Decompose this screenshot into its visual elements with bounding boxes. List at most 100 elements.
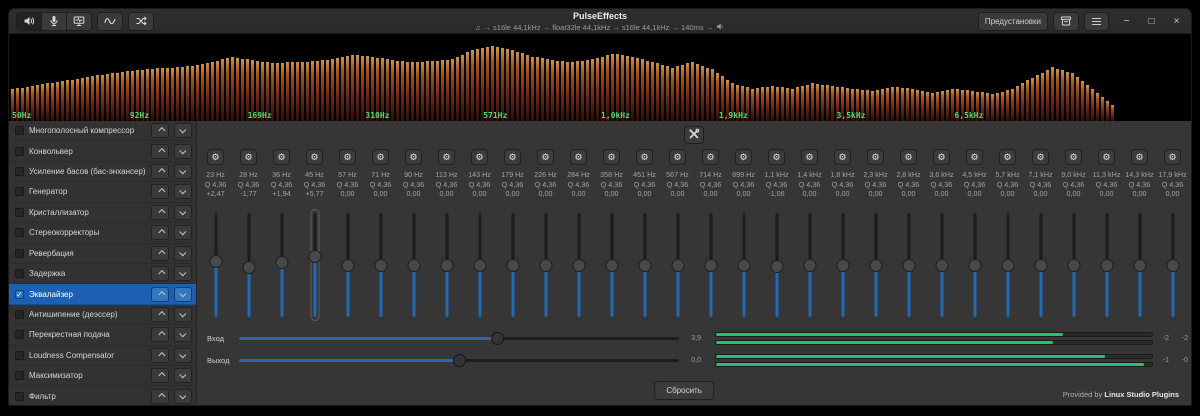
band-gain-slider[interactable] [430, 207, 463, 327]
slider-handle[interactable] [1001, 258, 1014, 272]
move-effect-up-button[interactable] [151, 286, 169, 302]
input-gain-slider[interactable] [239, 331, 679, 345]
effect-enable-checkbox[interactable] [15, 228, 24, 238]
band-gain-slider[interactable] [595, 207, 628, 327]
band-settings-button[interactable]: ⚙ [702, 149, 719, 165]
band-gain-slider[interactable] [727, 207, 760, 327]
band-settings-button[interactable]: ⚙ [570, 149, 587, 165]
output-gain-slider-handle[interactable] [452, 354, 466, 367]
slider-handle[interactable] [506, 258, 519, 272]
move-effect-up-button[interactable] [151, 266, 169, 282]
slider-handle[interactable] [935, 258, 948, 272]
band-settings-button[interactable]: ⚙ [537, 149, 554, 165]
slider-handle[interactable] [308, 250, 321, 264]
move-effect-up-button[interactable] [151, 245, 169, 261]
move-effect-up-button[interactable] [151, 184, 169, 200]
band-settings-button[interactable]: ⚙ [669, 149, 686, 165]
equalizer-settings-button[interactable] [684, 126, 704, 144]
band-gain-slider[interactable] [298, 207, 331, 327]
band-gain-slider[interactable] [1156, 207, 1189, 327]
band-gain-slider[interactable] [1024, 207, 1057, 327]
move-effect-up-button[interactable] [151, 327, 169, 343]
band-settings-button[interactable]: ⚙ [339, 149, 356, 165]
move-effect-down-button[interactable] [174, 266, 192, 282]
sidebar-item-bass-enhancer[interactable]: Усиление басов (бас-энхансер) [9, 162, 196, 183]
sidebar-item-maximizer[interactable]: Максимизатор [9, 366, 196, 387]
reset-button[interactable]: Сбросить [654, 381, 714, 400]
band-gain-slider[interactable] [826, 207, 859, 327]
minimize-button[interactable]: − [1123, 15, 1130, 27]
slider-handle[interactable] [737, 258, 750, 272]
move-effect-down-button[interactable] [174, 225, 192, 241]
slider-handle[interactable] [209, 254, 222, 268]
band-gain-slider[interactable] [1123, 207, 1156, 327]
effect-enable-checkbox[interactable] [15, 310, 24, 319]
sidebar-item-crystalizer[interactable]: Кристаллизатор [9, 203, 196, 224]
maximize-button[interactable]: □ [1148, 15, 1155, 27]
band-gain-slider[interactable] [529, 207, 562, 327]
band-gain-slider[interactable] [331, 207, 364, 327]
output-devices-button[interactable] [16, 11, 42, 31]
effect-enable-checkbox[interactable] [15, 391, 24, 401]
band-settings-button[interactable]: ⚙ [1032, 149, 1049, 165]
slider-handle[interactable] [407, 258, 420, 272]
band-gain-slider[interactable] [232, 207, 265, 327]
move-effect-down-button[interactable] [174, 368, 192, 384]
sidebar-item-crossfeed[interactable]: Перекрестная подача [9, 325, 196, 346]
close-button[interactable]: × [1173, 15, 1180, 27]
move-effect-down-button[interactable] [174, 286, 192, 302]
effect-enable-checkbox[interactable] [15, 187, 24, 197]
band-settings-button[interactable]: ⚙ [372, 149, 389, 165]
band-settings-button[interactable]: ⚙ [933, 149, 950, 165]
band-gain-slider[interactable] [463, 207, 496, 327]
band-settings-button[interactable]: ⚙ [900, 149, 917, 165]
effect-enable-checkbox[interactable] [15, 371, 24, 381]
slider-handle[interactable] [572, 258, 585, 272]
band-settings-button[interactable]: ⚙ [1131, 149, 1148, 165]
move-effect-down-button[interactable] [174, 204, 192, 220]
slider-handle[interactable] [770, 260, 783, 273]
band-gain-slider[interactable] [991, 207, 1024, 327]
band-gain-slider[interactable] [793, 207, 826, 327]
move-effect-down-button[interactable] [174, 184, 192, 200]
band-settings-button[interactable]: ⚙ [801, 149, 818, 165]
sidebar-item-equalizer[interactable]: ✓ Эквалайзер [9, 284, 196, 305]
band-gain-slider[interactable] [265, 207, 298, 327]
effect-enable-checkbox[interactable]: ✓ [15, 289, 24, 299]
sidebar-item-convolver[interactable]: Конвольвер [9, 141, 196, 162]
band-settings-button[interactable]: ⚙ [306, 149, 323, 165]
band-settings-button[interactable]: ⚙ [999, 149, 1016, 165]
band-gain-slider[interactable] [694, 207, 727, 327]
move-effect-down-button[interactable] [174, 388, 192, 404]
band-gain-slider[interactable] [859, 207, 892, 327]
move-effect-down-button[interactable] [174, 347, 192, 363]
band-gain-slider[interactable] [199, 207, 232, 327]
band-settings-button[interactable]: ⚙ [240, 149, 257, 165]
effect-enable-checkbox[interactable] [15, 126, 24, 136]
band-settings-button[interactable]: ⚙ [405, 149, 422, 165]
effect-enable-checkbox[interactable] [15, 269, 24, 279]
band-gain-slider[interactable] [958, 207, 991, 327]
slider-handle[interactable] [902, 258, 915, 272]
sidebar-item-deesser[interactable]: Антишипение (деэссер) [9, 305, 196, 326]
slider-handle[interactable] [638, 258, 651, 272]
move-effect-up-button[interactable] [151, 347, 169, 363]
slider-handle[interactable] [704, 258, 717, 272]
sidebar-item-multiband-compressor[interactable]: Многополосный компрессор [9, 121, 196, 142]
sidebar-item-reverb[interactable]: Ревербация [9, 244, 196, 264]
band-settings-button[interactable]: ⚙ [603, 149, 620, 165]
effect-enable-checkbox[interactable] [15, 350, 24, 360]
effect-enable-checkbox[interactable] [15, 248, 24, 258]
move-effect-up-button[interactable] [151, 143, 169, 159]
band-settings-button[interactable]: ⚙ [834, 149, 851, 165]
sidebar-item-stereo-tools[interactable]: Стереокорректоры [9, 223, 196, 244]
output-gain-slider[interactable] [239, 353, 679, 367]
move-effect-up-button[interactable] [151, 368, 169, 384]
pulseaudio-server-button[interactable] [66, 11, 92, 31]
slider-handle[interactable] [539, 258, 552, 272]
move-effect-down-button[interactable] [174, 307, 192, 322]
input-gain-slider-handle[interactable] [490, 332, 504, 345]
band-settings-button[interactable]: ⚙ [636, 149, 653, 165]
effect-enable-checkbox[interactable] [15, 146, 24, 156]
move-effect-down-button[interactable] [174, 245, 192, 261]
